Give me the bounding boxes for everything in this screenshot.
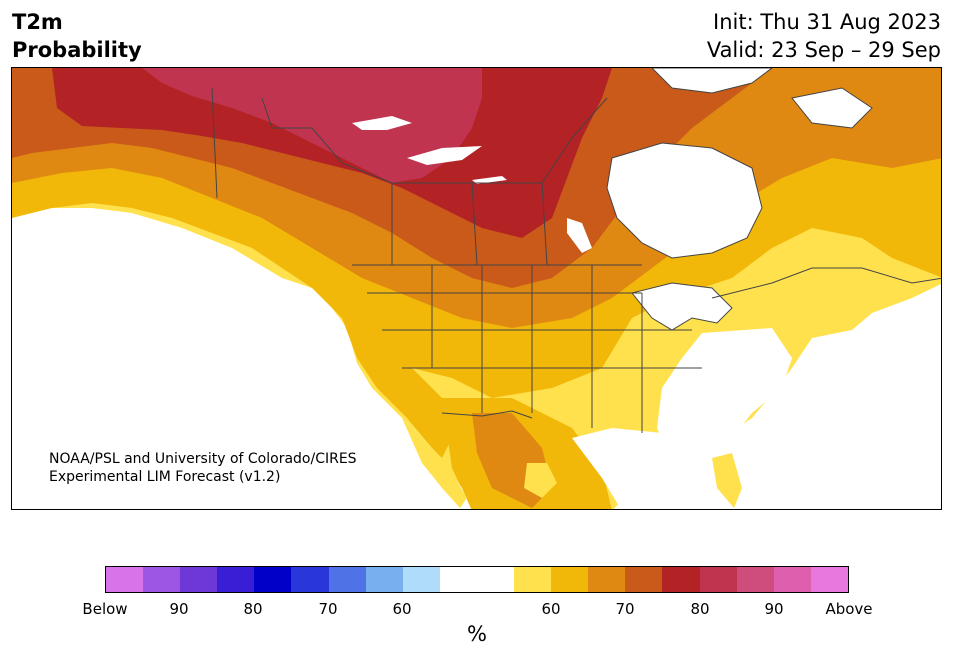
colorbar-swatch [106,567,144,592]
colorbar-swatch [588,567,626,592]
water-lake-athabasca [472,176,507,184]
colorbar-swatch [476,567,515,592]
colorbar-tick-below: Below [82,600,128,618]
valid-range: Valid: 23 Sep – 29 Sep [706,38,941,62]
colorbar-swatch [365,567,403,592]
credit-line1: NOAA/PSL and University of Colorado/CIRE… [49,451,357,467]
province-border-2 [471,182,478,266]
water-pacific [12,208,472,509]
colorbar-swatch [736,567,774,592]
colorbar-swatch [699,567,737,592]
colorbar-swatch [254,567,292,592]
colorbar-units: % [467,622,487,646]
colorbar-swatch [773,567,811,592]
water-great-lakes [631,282,733,331]
water-hudson-bay [606,142,763,259]
colorbar-tick-80-above: 80 [690,600,710,618]
colorbar-tick-70-below: 70 [318,600,338,618]
colorbar-tick-70-above: 70 [615,600,635,618]
colorbar-swatch [291,567,329,592]
colorbar-tick-90-below: 90 [169,600,189,618]
us-mexico-border [441,410,533,419]
colorbar-tick-60-above: 60 [541,600,561,618]
colorbar-swatch [662,567,700,592]
colorbar-swatch [143,567,181,592]
colorbar-swatch [439,567,477,592]
province-border-3 [541,182,548,266]
init-date: Init: Thu 31 Aug 2023 [713,10,941,34]
water-great-slave-lake [407,146,482,165]
map-canvas [12,68,941,509]
territory-border [261,97,608,184]
water-arctic-2 [791,87,873,129]
colorbar-swatch [180,567,218,592]
region-pacific-coast-land [342,318,452,458]
colorbar [105,566,849,593]
water-great-bear-lake [352,116,412,130]
region-florida [712,453,742,508]
colorbar-swatch [328,567,366,592]
map-credit: NOAA/PSL and University of Colorado/CIRE… [49,450,357,486]
water-lake-winnipeg [567,218,592,253]
colorbar-swatch [625,567,663,592]
region-mexico-50-60-spot [524,463,557,498]
coastline-east [711,267,941,299]
colorbar-swatch [810,567,848,592]
colorbar-swatch [514,567,552,592]
colorbar-swatch [402,567,440,592]
map-title: T2m Probability [12,8,142,64]
political-borders [211,87,941,433]
title-quantity: Probability [12,38,142,62]
colorbar-swatch [551,567,589,592]
colorbar-tick-above: Above [825,600,873,618]
region-southeast-normal [657,328,792,463]
region-baja [402,418,467,508]
forecast-map: NOAA/PSL and University of Colorado/CIRE… [11,67,942,510]
colorbar-tick-90-above: 90 [764,600,784,618]
water-gulf-of-mexico [572,428,712,509]
water-arctic-1 [651,68,773,94]
colorbar-tick-80-below: 80 [243,600,263,618]
region-above-80-85 [142,68,482,183]
colorbar-tick-60-below: 60 [392,600,412,618]
credit-line2: Experimental LIM Forecast (v1.2) [49,469,281,485]
colorbar-swatch [217,567,255,592]
alaska-border [211,87,218,199]
forecast-dates: Init: Thu 31 Aug 2023 Valid: 23 Sep – 29… [707,8,941,64]
title-variable: T2m [12,10,63,34]
